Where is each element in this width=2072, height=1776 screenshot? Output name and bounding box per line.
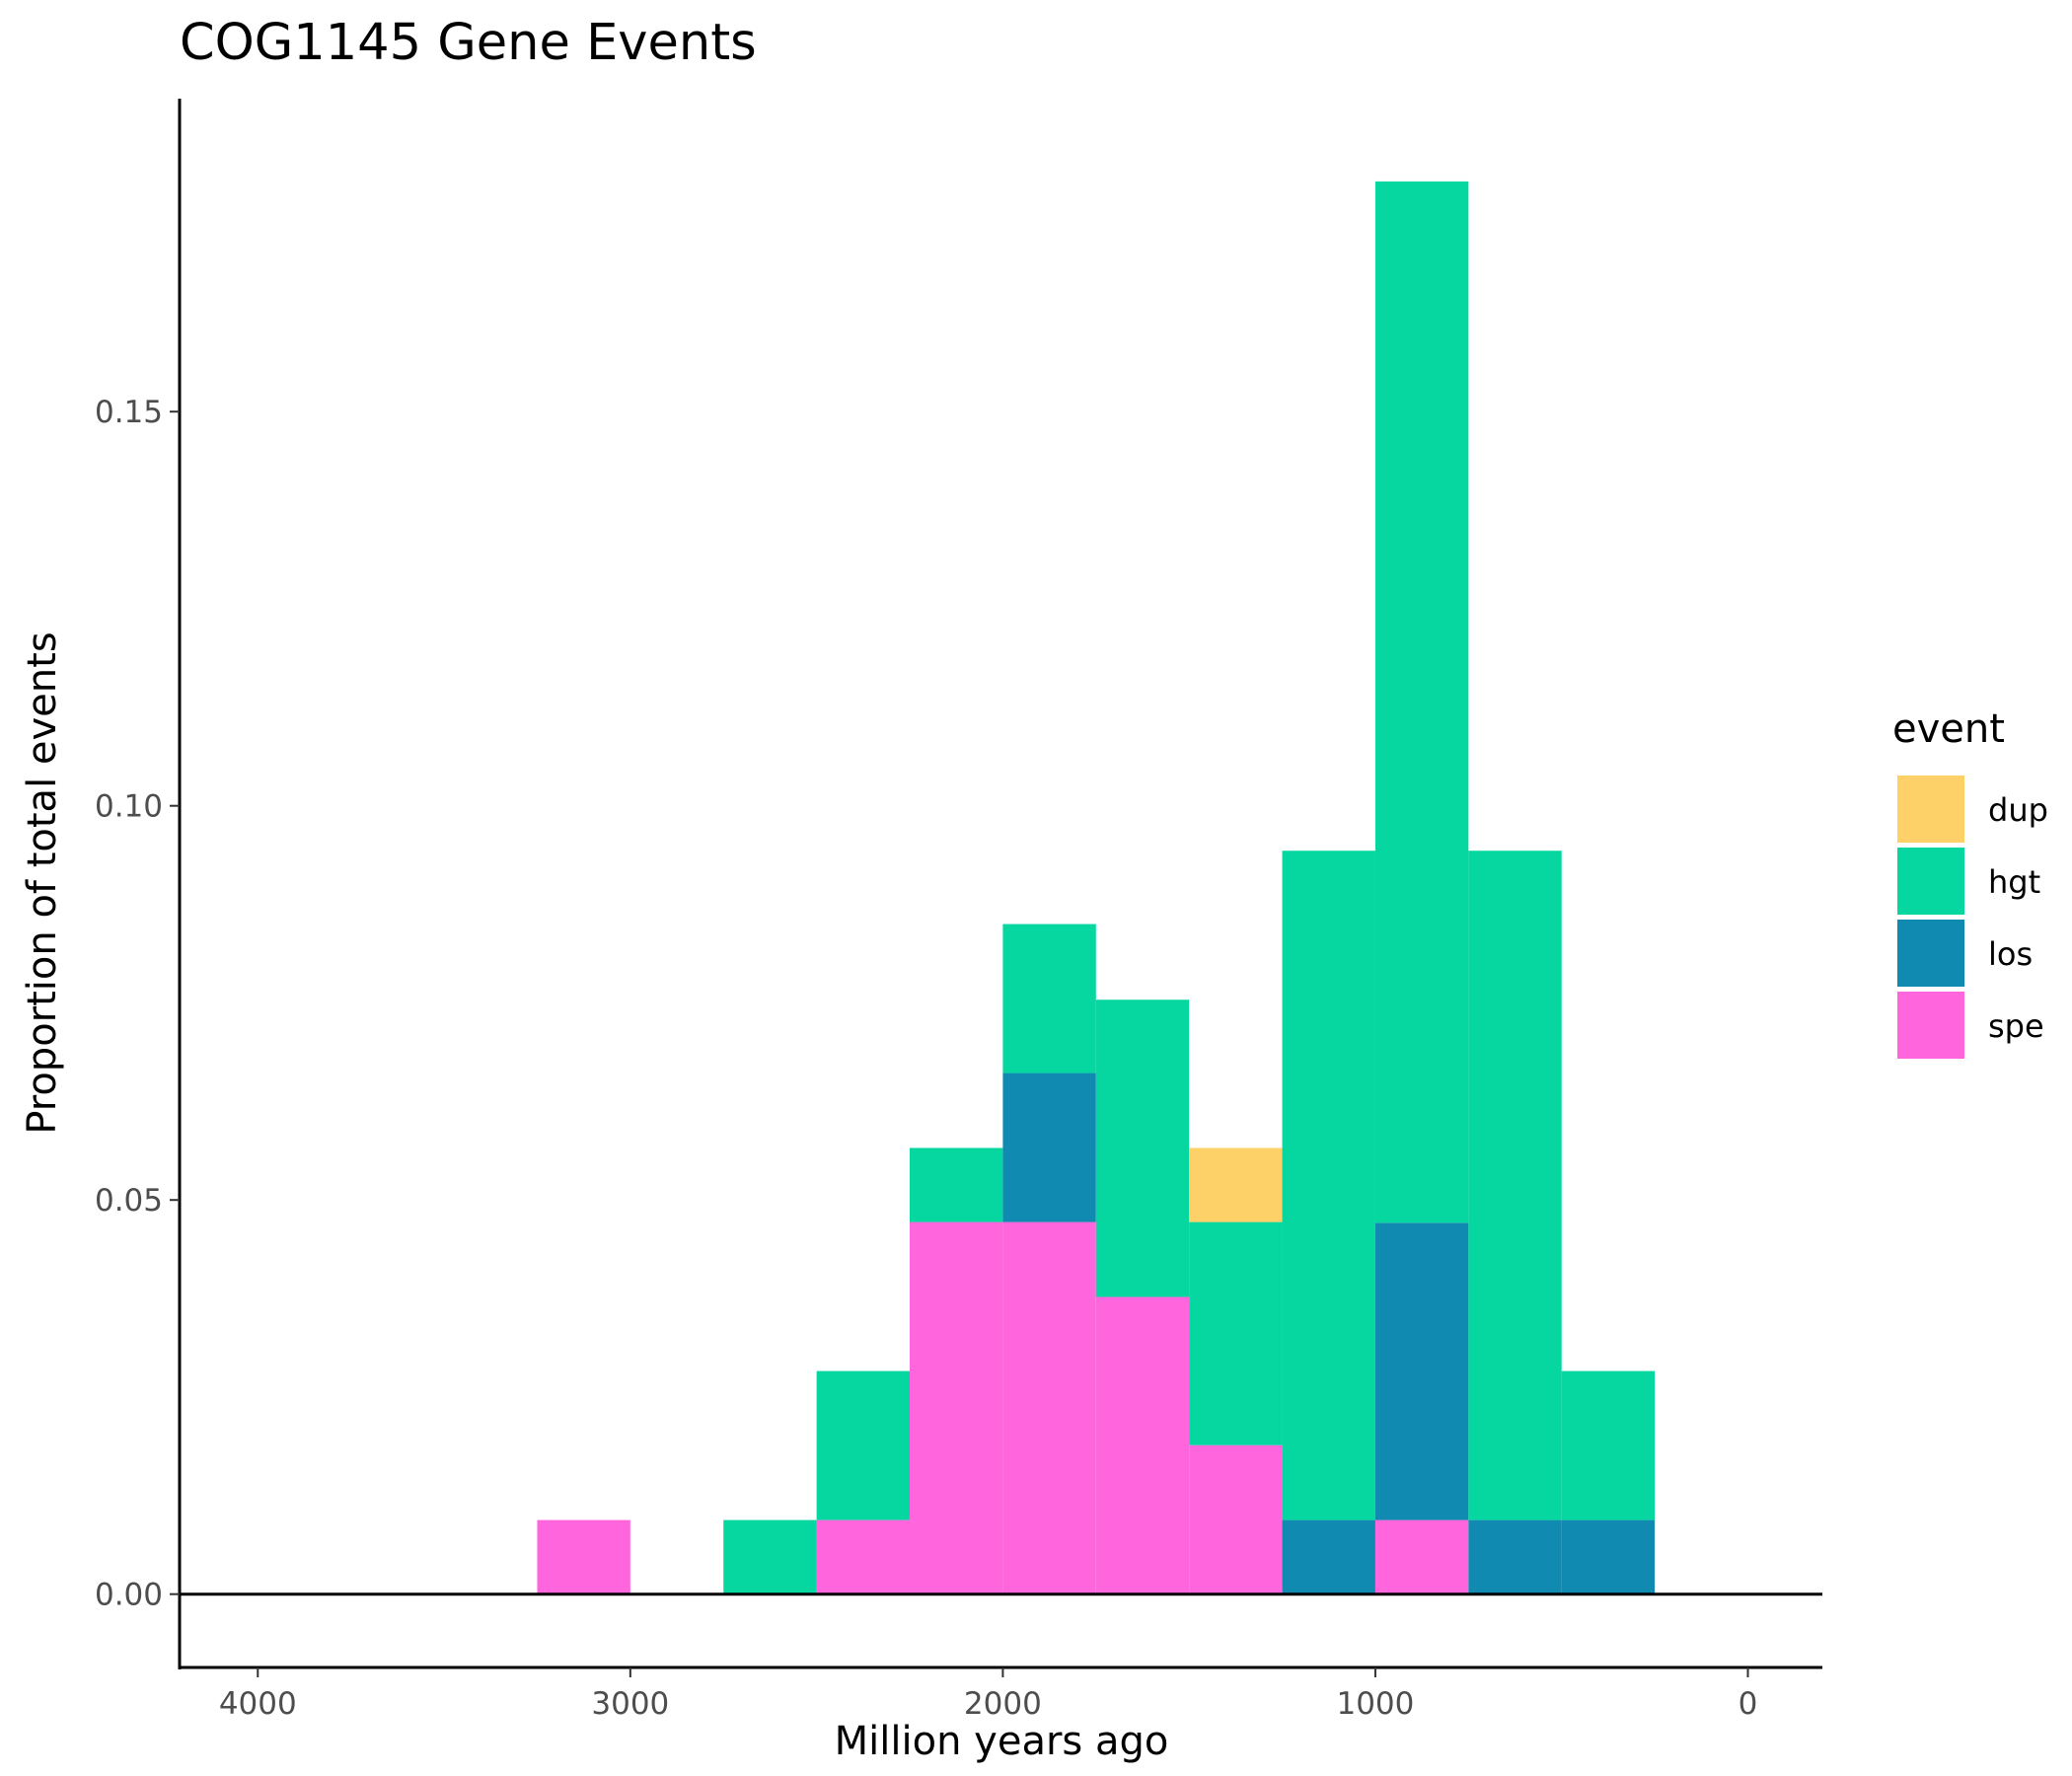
bar-los-625 [1468,1519,1562,1594]
legend-title: event [1892,706,2005,752]
x-axis-title: Million years ago [835,1719,1169,1764]
bar-hgt-1125 [1282,851,1375,1520]
y-tick-label: 0.00 [95,1578,163,1613]
bar-hgt-1875 [1002,924,1096,1073]
legend-swatch-los [1897,920,1964,987]
legend-label-spe: spe [1988,1007,2044,1045]
bar-hgt-375 [1561,1370,1656,1520]
x-tick-label: 3000 [591,1686,669,1722]
bar-spe-875 [1374,1519,1469,1594]
bar-spe-3125 [537,1519,630,1594]
y-tick-label: 0.10 [95,789,163,825]
x-tick-label: 0 [1739,1686,1758,1722]
y-axis-title: Proportion of total events [20,631,65,1134]
y-tick-label: 0.15 [95,395,163,430]
x-tick-label: 2000 [964,1686,1042,1722]
legend: event dup hgt los spe [1892,706,2048,1059]
bar-hgt-1625 [1095,999,1190,1297]
bar-dup-1375 [1189,1147,1283,1222]
chart-title: COG1145 Gene Events [180,14,757,72]
bar-hgt-1375 [1189,1221,1283,1445]
bar-spe-1875 [1002,1221,1096,1594]
bar-spe-2375 [816,1519,910,1594]
bar-hgt-2625 [723,1519,817,1594]
legend-label-dup: dup [1988,791,2048,829]
bar-hgt-2125 [910,1147,1003,1222]
legend-label-los: los [1988,935,2033,973]
bar-hgt-2375 [816,1370,910,1520]
bar-spe-1625 [1095,1296,1190,1594]
bar-los-1125 [1282,1519,1375,1594]
bar-hgt-875 [1374,181,1469,1223]
bars-layer [537,181,1656,1594]
legend-swatch-spe [1897,992,1964,1059]
x-tick-label: 1000 [1336,1686,1414,1722]
bar-los-875 [1374,1222,1469,1520]
bar-hgt-625 [1468,851,1562,1520]
bar-los-1875 [1002,1073,1096,1222]
legend-label-hgt: hgt [1988,863,2040,901]
legend-swatch-hgt [1897,848,1964,915]
y-ticks: 0.00 0.05 0.10 0.15 [95,395,180,1613]
bar-spe-1375 [1189,1444,1283,1594]
y-tick-label: 0.05 [95,1183,163,1219]
x-ticks: 4000 3000 2000 1000 0 [219,1667,1758,1722]
bar-los-375 [1561,1519,1656,1594]
legend-swatch-dup [1897,776,1964,843]
x-tick-label: 4000 [219,1686,297,1722]
bar-spe-2125 [910,1221,1003,1594]
